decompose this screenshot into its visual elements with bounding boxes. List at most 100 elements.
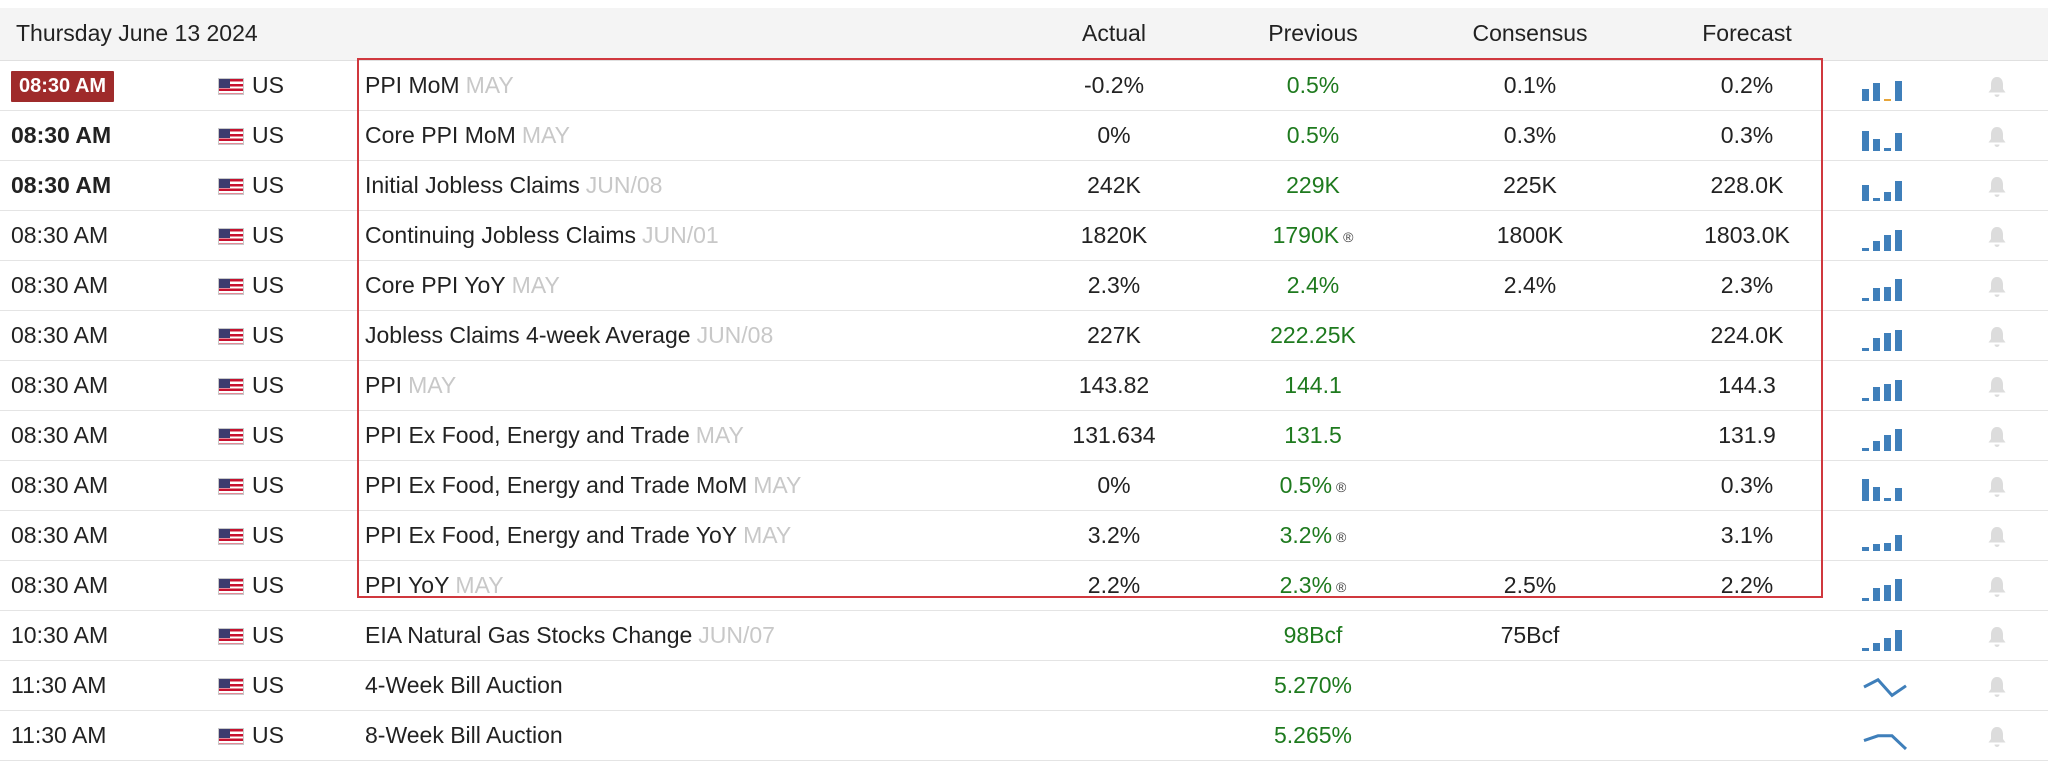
event-name[interactable]: Core PPI MoM MAY bbox=[365, 122, 570, 149]
spark-bar bbox=[1884, 99, 1891, 101]
event-time: 08:30 AM bbox=[11, 322, 109, 348]
spark-bar bbox=[1895, 579, 1902, 601]
event-title[interactable]: Continuing Jobless Claims bbox=[365, 222, 637, 248]
event-title[interactable]: PPI bbox=[365, 372, 403, 398]
event-title[interactable]: Jobless Claims 4-week Average bbox=[365, 322, 691, 348]
sparkline-chart-icon[interactable] bbox=[1862, 521, 1912, 551]
table-row[interactable]: 08:30 AM US PPI Ex Food, Energy and Trade … bbox=[0, 511, 2048, 561]
event-title[interactable]: 4-Week Bill Auction bbox=[365, 672, 563, 698]
sparkline-chart-icon[interactable] bbox=[1862, 221, 1912, 251]
sparkline-chart-icon[interactable] bbox=[1862, 121, 1912, 151]
event-name[interactable]: PPI Ex Food, Energy and Trade MoM MAY bbox=[365, 472, 801, 499]
event-name[interactable]: PPI Ex Food, Energy and Trade MAY bbox=[365, 422, 744, 449]
bell-icon[interactable] bbox=[1986, 75, 2008, 99]
event-name[interactable]: 8-Week Bill Auction bbox=[365, 722, 563, 749]
event-name[interactable]: Jobless Claims 4-week Average JUN/08 bbox=[365, 322, 773, 349]
event-reference: JUN/07 bbox=[698, 622, 775, 648]
table-row[interactable]: 08:30 AM US Continuing Jobless Claims JUN/0… bbox=[0, 211, 2048, 261]
table-row[interactable]: 08:30 AM US PPI Ex Food, Energy and Trade M… bbox=[0, 411, 2048, 461]
table-row[interactable]: 08:30 AM US Initial Jobless Claims JUN/08 24… bbox=[0, 161, 2048, 211]
event-name[interactable]: Continuing Jobless Claims JUN/01 bbox=[365, 222, 719, 249]
calendar-header: Thursday June 13 2024 Actual Previous Co… bbox=[0, 8, 2048, 61]
bell-icon[interactable] bbox=[1986, 225, 2008, 249]
table-row[interactable]: 11:30 AM US 4-Week Bill Auction 5.270% bbox=[0, 661, 2048, 711]
event-title[interactable]: EIA Natural Gas Stocks Change bbox=[365, 622, 693, 648]
event-name[interactable]: Core PPI YoY MAY bbox=[365, 272, 560, 299]
event-title[interactable]: PPI MoM bbox=[365, 72, 460, 98]
country-code: US bbox=[252, 172, 284, 198]
us-flag-icon bbox=[218, 328, 244, 345]
sparkline-chart-icon[interactable] bbox=[1862, 271, 1912, 301]
sparkline-chart-icon[interactable] bbox=[1862, 371, 1912, 401]
us-flag-icon bbox=[218, 128, 244, 145]
bell-icon[interactable] bbox=[1986, 425, 2008, 449]
bell-icon[interactable] bbox=[1986, 675, 2008, 699]
sparkline-chart-icon[interactable] bbox=[1862, 171, 1912, 201]
table-row[interactable]: 08:30 AM US Core PPI MoM MAY 0% 0.5% 0.3% 0.3% bbox=[0, 111, 2048, 161]
sparkline-chart-icon[interactable] bbox=[1862, 721, 1912, 751]
previous-value: 3.2% ® bbox=[1213, 522, 1413, 551]
sparkline-chart-icon[interactable] bbox=[1862, 471, 1912, 501]
previous-value-text: 2.4% bbox=[1286, 272, 1340, 298]
consensus-value: 225K bbox=[1503, 172, 1557, 198]
forecast-value: 0.3% bbox=[1720, 472, 1774, 498]
event-title[interactable]: 8-Week Bill Auction bbox=[365, 722, 563, 748]
event-name[interactable]: PPI MoM MAY bbox=[365, 72, 514, 99]
bell-icon[interactable] bbox=[1986, 325, 2008, 349]
table-row[interactable]: 10:30 AM US EIA Natural Gas Stocks Change J… bbox=[0, 611, 2048, 661]
spark-bar bbox=[1895, 181, 1902, 201]
event-time: 08:30 AM bbox=[11, 71, 115, 102]
spark-bar bbox=[1884, 192, 1891, 201]
previous-value: 2.3% ® bbox=[1213, 572, 1413, 601]
actual-value: 0% bbox=[1097, 472, 1131, 498]
spark-bar bbox=[1873, 198, 1880, 201]
bell-icon[interactable] bbox=[1986, 175, 2008, 199]
spark-bar bbox=[1862, 131, 1869, 151]
previous-value-text: 144.1 bbox=[1284, 372, 1342, 398]
table-row[interactable]: 11:30 AM US 8-Week Bill Auction 5.265% bbox=[0, 711, 2048, 761]
sparkline-chart-icon[interactable] bbox=[1862, 621, 1912, 651]
event-title[interactable]: PPI Ex Food, Energy and Trade bbox=[365, 422, 690, 448]
bell-glyph bbox=[1988, 227, 2006, 247]
bell-icon[interactable] bbox=[1986, 725, 2008, 749]
bell-icon[interactable] bbox=[1986, 475, 2008, 499]
sparkline-chart-icon[interactable] bbox=[1862, 571, 1912, 601]
bell-icon[interactable] bbox=[1986, 625, 2008, 649]
event-time: 08:30 AM bbox=[11, 172, 112, 198]
bell-icon[interactable] bbox=[1986, 275, 2008, 299]
event-title[interactable]: PPI Ex Food, Energy and Trade MoM bbox=[365, 472, 748, 498]
sparkline-chart-icon[interactable] bbox=[1862, 71, 1912, 101]
bell-icon[interactable] bbox=[1986, 125, 2008, 149]
event-title[interactable]: PPI Ex Food, Energy and Trade YoY bbox=[365, 522, 738, 548]
us-flag-icon bbox=[218, 478, 244, 495]
event-title[interactable]: Core PPI MoM bbox=[365, 122, 516, 148]
table-row[interactable]: 08:30 AM US PPI Ex Food, Energy and Trade … bbox=[0, 461, 2048, 511]
bell-glyph bbox=[1988, 177, 2006, 197]
table-row[interactable]: 08:30 AM US Jobless Claims 4-week Average J… bbox=[0, 311, 2048, 361]
bell-icon[interactable] bbox=[1986, 375, 2008, 399]
event-title[interactable]: PPI YoY bbox=[365, 572, 450, 598]
event-title[interactable]: Core PPI YoY bbox=[365, 272, 506, 298]
sparkline-chart-icon[interactable] bbox=[1862, 321, 1912, 351]
event-name[interactable]: PPI Ex Food, Energy and Trade YoY MAY bbox=[365, 522, 791, 549]
event-title[interactable]: Initial Jobless Claims bbox=[365, 172, 580, 198]
table-row[interactable]: 08:30 AM US PPI YoY MAY 2.2% 2.3% ® 2.5% 2.2% bbox=[0, 561, 2048, 611]
event-name[interactable]: EIA Natural Gas Stocks Change JUN/07 bbox=[365, 622, 775, 649]
event-name[interactable]: PPI MAY bbox=[365, 372, 456, 399]
table-row[interactable]: 08:30 AM US PPI MAY 143.82 144.1 144.3 bbox=[0, 361, 2048, 411]
forecast-value: 144.3 bbox=[1718, 372, 1776, 398]
event-name[interactable]: PPI YoY MAY bbox=[365, 572, 504, 599]
bell-icon[interactable] bbox=[1986, 525, 2008, 549]
sparkline-chart-icon[interactable] bbox=[1862, 421, 1912, 451]
event-name[interactable]: 4-Week Bill Auction bbox=[365, 672, 563, 699]
spark-bar bbox=[1873, 643, 1880, 651]
event-name[interactable]: Initial Jobless Claims JUN/08 bbox=[365, 172, 662, 199]
country-code: US bbox=[252, 672, 284, 698]
bell-glyph bbox=[1988, 427, 2006, 447]
table-row[interactable]: 08:30 AM US PPI MoM MAY -0.2% 0.5% 0.1% 0.2% bbox=[0, 61, 2048, 111]
event-reference: MAY bbox=[511, 272, 560, 298]
bell-icon[interactable] bbox=[1986, 575, 2008, 599]
spark-bar bbox=[1862, 185, 1869, 201]
sparkline-chart-icon[interactable] bbox=[1862, 671, 1912, 701]
table-row[interactable]: 08:30 AM US Core PPI YoY MAY 2.3% 2.4% 2.4% 2.3… bbox=[0, 261, 2048, 311]
